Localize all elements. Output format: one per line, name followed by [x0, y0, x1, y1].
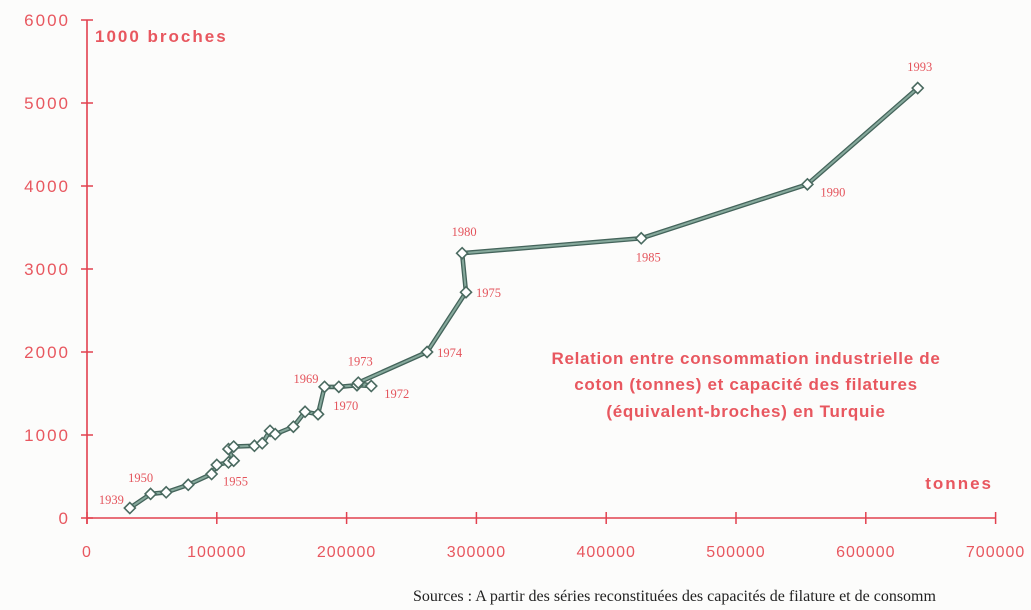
data-point: [159, 485, 173, 499]
year-labels: 1939 1950 1955 1969 1970 1972 1973 1974 1975 1980…: [99, 60, 932, 507]
y-tick-label: 0: [59, 509, 70, 528]
y-tick-label: 2000: [24, 343, 70, 362]
data-point: [227, 439, 241, 454]
year-label-1972: 1972: [384, 387, 409, 401]
year-label-1975: 1975: [476, 286, 501, 300]
data-point: [255, 436, 269, 450]
year-label-1980: 1980: [452, 225, 477, 239]
data-point: [298, 405, 312, 419]
data-point-1970: [332, 380, 346, 394]
y-tick-label: 4000: [24, 177, 70, 196]
data-point-1975: [459, 285, 473, 299]
data-point: [227, 454, 241, 468]
year-label-1950: 1950: [128, 471, 153, 485]
chart-title-line-2: coton (tonnes) et capacité des filatures: [574, 375, 918, 394]
chart-title-line-3: (équivalent-broches) en Turquie: [606, 402, 885, 421]
x-tick-label: 400000: [577, 544, 636, 561]
x-tick-label: 700000: [966, 544, 1025, 561]
data-markers: [123, 81, 925, 515]
source-note: Sources : A partir des séries reconstitu…: [413, 588, 936, 605]
series-group: [127, 85, 921, 511]
series-line-outline: [127, 85, 921, 511]
y-tick-label: 6000: [24, 11, 70, 30]
x-tick-label: 100000: [187, 544, 246, 561]
year-label-1993: 1993: [907, 60, 932, 74]
x-tick-label: 600000: [836, 544, 895, 561]
series-line: [128, 87, 919, 509]
y-axis-title: 1000 broches: [95, 27, 228, 46]
x-tick-label: 0: [82, 544, 92, 561]
data-point-1974: [420, 345, 434, 359]
data-point-1990: [800, 177, 815, 191]
year-label-1955: 1955: [223, 474, 248, 488]
y-tick-label: 1000: [24, 426, 70, 445]
x-tick-label: 500000: [706, 544, 765, 561]
year-label-1990: 1990: [820, 185, 845, 199]
data-point-1973: [351, 376, 365, 390]
year-label-1969: 1969: [294, 372, 319, 386]
x-tick-label: 200000: [317, 544, 376, 561]
chart-title-line-1: Relation entre consommation industrielle…: [551, 349, 940, 368]
y-tick-label: 5000: [24, 94, 70, 113]
data-point-1969: [317, 380, 332, 394]
data-point: [204, 467, 219, 481]
x-axis-ticks: 0 100000 200000 300000 400000 500000 600000 700…: [82, 512, 1025, 561]
year-label-1970: 1970: [333, 399, 358, 413]
data-point-1972: [364, 379, 378, 393]
data-point: [181, 478, 195, 492]
y-axis-ticks: 0 1000 2000 3000 4000 5000 6000: [24, 11, 93, 528]
data-point: [268, 427, 282, 441]
data-point-1939: [123, 501, 137, 515]
year-label-1973: 1973: [348, 355, 373, 369]
year-label-1939: 1939: [99, 493, 124, 507]
year-label-1985: 1985: [636, 250, 661, 264]
x-tick-label: 300000: [447, 544, 506, 561]
data-point-1993: [911, 81, 925, 95]
data-point-1950: [143, 487, 158, 501]
data-point: [311, 407, 325, 421]
x-axis-title: tonnes: [925, 474, 993, 493]
data-point-1985: [634, 231, 648, 245]
axes: [86, 20, 996, 524]
y-tick-label: 3000: [24, 260, 70, 279]
data-point-1980: [455, 246, 469, 260]
year-label-1974: 1974: [437, 346, 463, 360]
data-point: [210, 458, 224, 472]
data-point: [286, 420, 301, 434]
